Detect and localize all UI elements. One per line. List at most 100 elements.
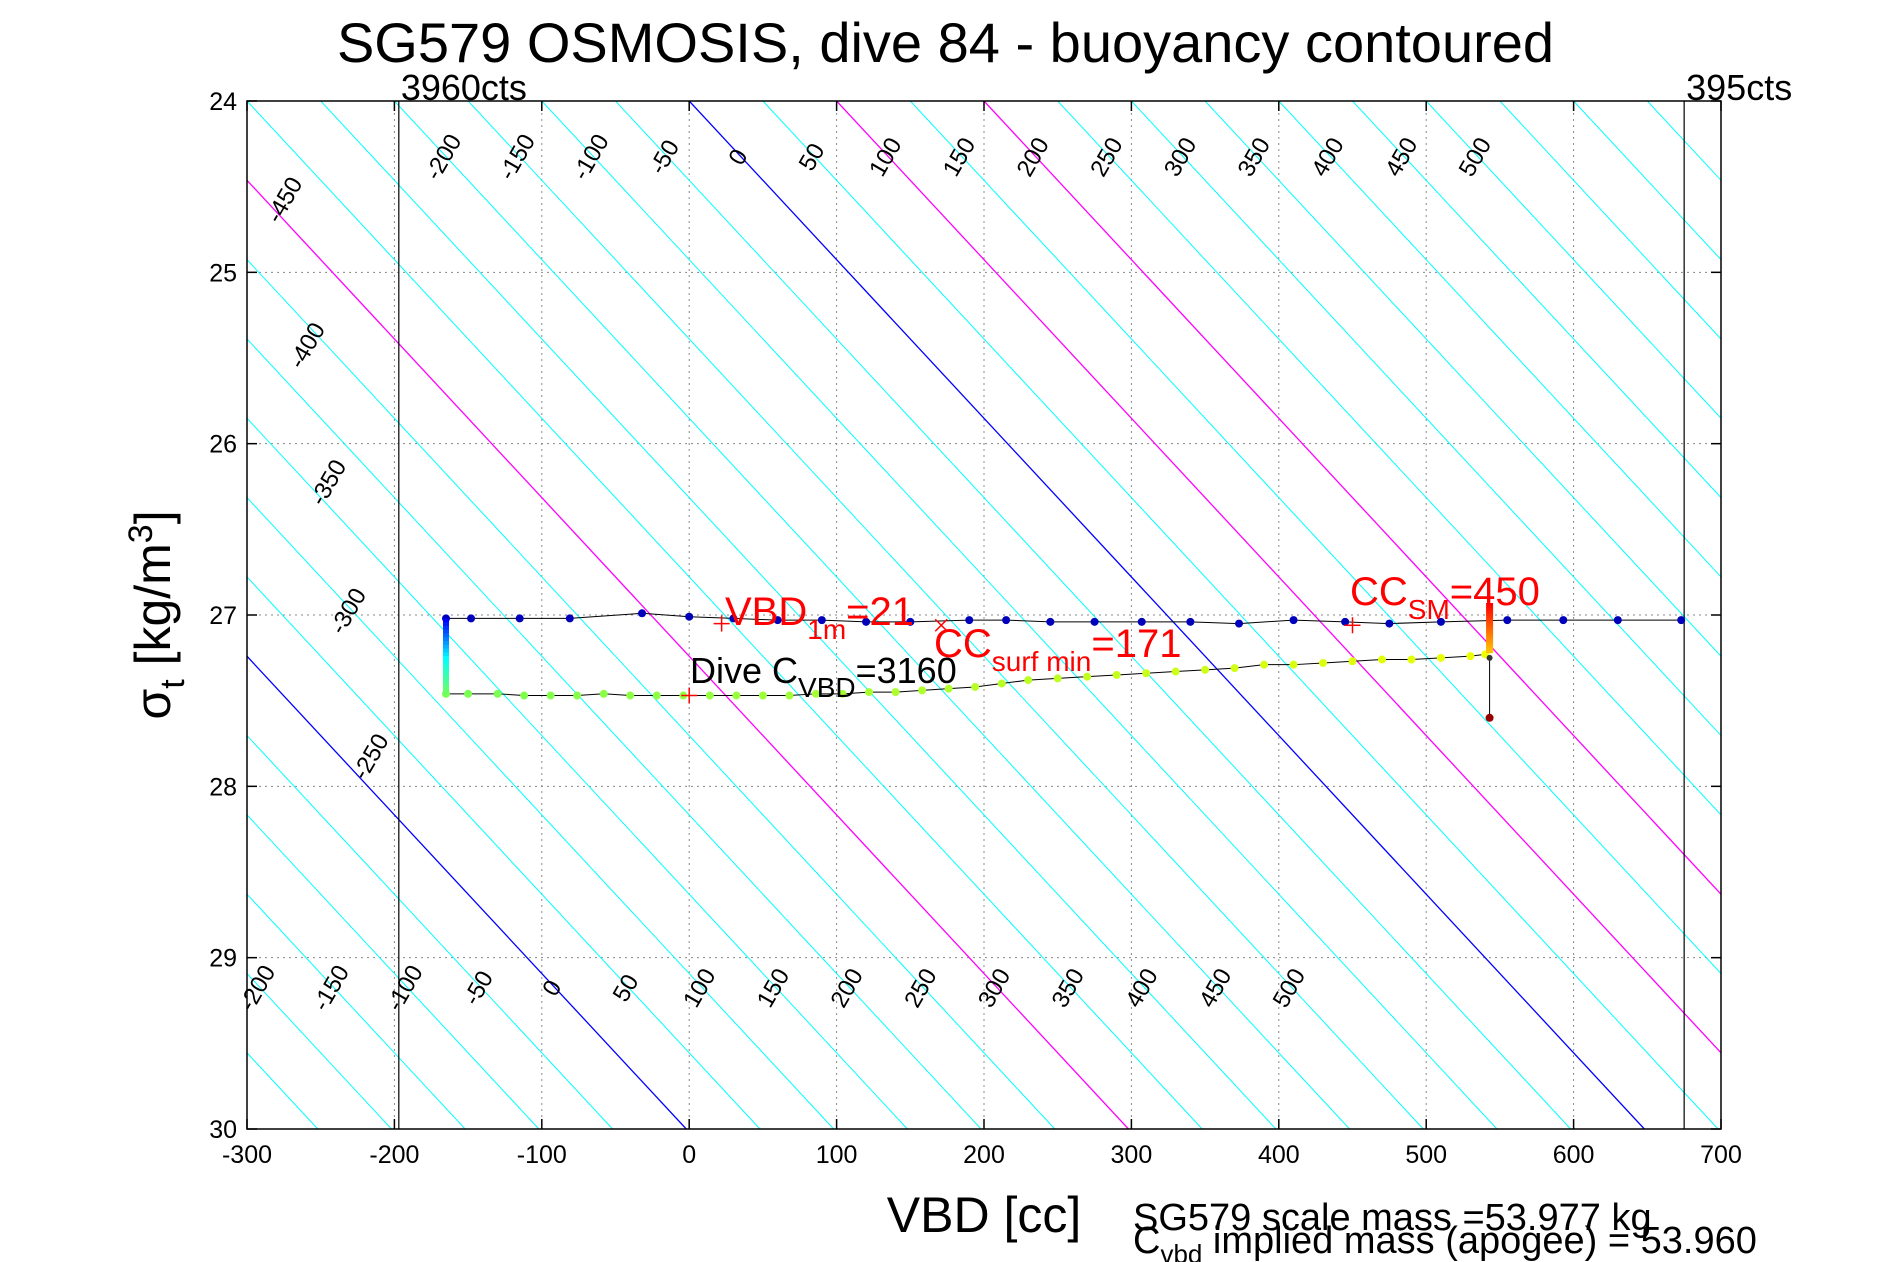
- apogee-tail-point: [1486, 654, 1493, 661]
- descent-point: [638, 609, 647, 618]
- contour-line: [320, 101, 1277, 1129]
- y-tick-label: 25: [209, 259, 237, 287]
- x-axis-label: VBD [cc]: [887, 1187, 1081, 1243]
- ascent-point: [1142, 669, 1151, 678]
- descent-point: [1385, 619, 1394, 628]
- ascent-point: [944, 684, 953, 693]
- ascent-point: [1377, 655, 1386, 664]
- y-axis-label-sup: 3: [122, 524, 160, 543]
- ascent-point: [1112, 670, 1121, 679]
- count-limit-label: 3960cts: [401, 67, 527, 108]
- ascent-point: [705, 691, 714, 700]
- ascent-point: [599, 689, 608, 698]
- contour-line: [1720, 101, 1721, 102]
- contour-line: [1057, 101, 1721, 816]
- descent-point: [1137, 617, 1146, 626]
- ascent-point: [546, 691, 555, 700]
- ascent-point: [1024, 676, 1033, 685]
- contour-line: [467, 101, 1424, 1129]
- ascent-point: [1230, 664, 1239, 673]
- contour-line: [247, 496, 835, 1129]
- plot-area: [247, 101, 1721, 1129]
- annotation-dive-cvbd-main: Dive C: [690, 650, 798, 691]
- footer-implied-main: C: [1133, 1220, 1160, 1262]
- annotation-dive-cvbd-value: =3160: [856, 650, 957, 691]
- annotation-cc-surf-min-sub: surf min: [992, 646, 1092, 677]
- y-tick-label: 26: [209, 431, 237, 459]
- ascent-point: [1201, 665, 1210, 674]
- ascent-point: [1083, 672, 1092, 681]
- descent-point: [773, 616, 782, 625]
- contour-line: [247, 576, 761, 1129]
- axis-ticks: -300 -200 -100 0 100 200 300 400 500 600 700 24 25 26…: [209, 88, 1742, 1169]
- footer-implied-rest: implied mass (apogee) = 53.960: [1202, 1220, 1757, 1262]
- contour-line: [688, 101, 1645, 1129]
- annotation-dive-cvbd: Dive CVBD=3160: [690, 650, 957, 703]
- ascent-point: [520, 691, 529, 700]
- descent-point: [729, 614, 738, 623]
- y-axis-label-main: σ: [125, 689, 181, 720]
- descent-point: [906, 617, 915, 626]
- contour-line: [909, 101, 1721, 975]
- ascent-point: [573, 691, 582, 700]
- descent-point: [515, 614, 524, 623]
- y-axis-label-close: ]: [125, 510, 181, 524]
- contour-line: [247, 258, 1056, 1129]
- contour-line: [247, 655, 687, 1129]
- contour-line: [247, 338, 982, 1129]
- annotation-dive-cvbd-sub: VBD: [798, 672, 856, 703]
- ascent-point: [918, 686, 927, 695]
- contour-line: [762, 101, 1719, 1129]
- footer-implied-mass: Cvbd implied mass (apogee) = 53.960: [1133, 1220, 1757, 1262]
- ascent-point: [464, 689, 473, 698]
- x-tick-label: 400: [1258, 1141, 1300, 1169]
- descent-point: [1436, 617, 1445, 626]
- y-tick-label: 27: [209, 602, 237, 630]
- y-axis-label: σt [kg/m3]: [122, 510, 192, 719]
- annotation-cc-surf-min-value: =171: [1091, 622, 1181, 666]
- contour-line: [247, 814, 540, 1129]
- ascent-point: [1289, 660, 1298, 669]
- contour-line: [247, 417, 908, 1129]
- ascent-point: [652, 691, 661, 700]
- descent-point: [862, 617, 871, 626]
- ascent-point: [758, 691, 767, 700]
- descent-point: [1235, 619, 1244, 628]
- ascent-point: [1171, 667, 1180, 676]
- ascent-point: [1466, 652, 1475, 661]
- cc-surf-min-marker: [934, 618, 948, 632]
- annotation-cc-sm-sub: SM: [1408, 594, 1450, 625]
- descent-point: [1002, 616, 1011, 625]
- contour-line: [247, 893, 466, 1129]
- contour-line: [1204, 101, 1721, 657]
- contour-line: [1131, 101, 1721, 737]
- ascent-point: [626, 691, 635, 700]
- apogee-tail-point: [1485, 713, 1494, 722]
- ascent-point: [1053, 674, 1062, 683]
- annotation-vbd-1m-main: VBD: [725, 590, 807, 634]
- ascent-point: [1348, 657, 1357, 666]
- ascent-point: [1260, 660, 1269, 669]
- y-tick-label: 24: [209, 88, 237, 116]
- ascent-point: [997, 679, 1006, 688]
- contour-line: [247, 101, 1203, 1129]
- chart-title: SG579 OSMOSIS, dive 84 - buoyancy contou…: [336, 11, 1555, 74]
- descent-point: [1090, 617, 1099, 626]
- ascent-point: [971, 682, 980, 691]
- ascent-point: [732, 691, 741, 700]
- y-tick-label: 29: [209, 945, 237, 973]
- count-limit-label: 395cts: [1686, 67, 1792, 108]
- y-tick-label: 28: [209, 773, 237, 801]
- x-tick-label: 300: [1111, 1141, 1153, 1169]
- contour-line: [1499, 101, 1721, 340]
- annotation-cc-surf-min: CCsurf min=171: [934, 622, 1181, 677]
- annotation-vbd-1m-value: =21: [846, 590, 914, 634]
- descent-point: [685, 612, 694, 621]
- ascent-point: [891, 688, 900, 697]
- contour-line: [983, 101, 1721, 896]
- dive-series: [441, 603, 1686, 722]
- ascent-point: [1407, 655, 1416, 664]
- descent-track-line: [445, 612, 1682, 625]
- annotation-cc-surf-min-main: CC: [934, 622, 992, 666]
